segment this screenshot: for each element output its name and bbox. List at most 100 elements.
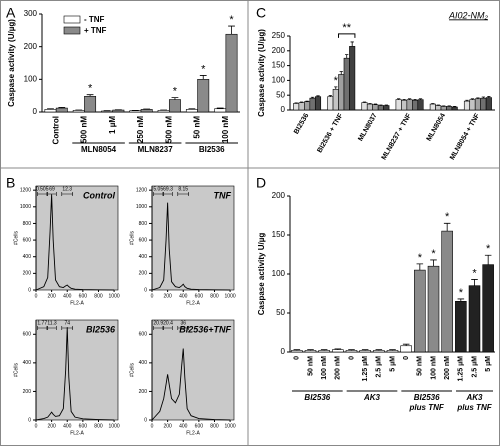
gate bbox=[163, 192, 173, 196]
x-tick-label: 5 µM bbox=[389, 356, 396, 372]
gate-label: 69 bbox=[49, 186, 55, 192]
y-tick-label: 600 bbox=[139, 237, 148, 243]
x-axis-label: FL2-A bbox=[186, 430, 200, 436]
gate bbox=[37, 192, 48, 196]
y-tick-label: 0 bbox=[281, 347, 286, 356]
x-tick-label: 200 nM bbox=[444, 356, 451, 380]
error-bar bbox=[418, 98, 423, 100]
significance-bracket bbox=[338, 33, 356, 38]
y-tick-label: 200 bbox=[139, 271, 148, 277]
bar bbox=[72, 110, 85, 113]
gate-label: 11.3 bbox=[47, 320, 57, 326]
gate bbox=[61, 192, 74, 196]
x-axis-label: FL2-A bbox=[70, 300, 84, 306]
x-tick-label: 800 bbox=[210, 423, 219, 429]
bar bbox=[468, 285, 481, 353]
error-bar bbox=[316, 95, 320, 97]
bar bbox=[314, 96, 322, 111]
error-bar bbox=[457, 298, 465, 302]
y-tick-label: 600 bbox=[23, 332, 32, 338]
error-bar bbox=[361, 349, 369, 351]
error-bar bbox=[416, 263, 424, 271]
x-tick-label: 800 bbox=[210, 293, 219, 299]
error-bar bbox=[375, 349, 383, 351]
group-label: BI2536 bbox=[304, 393, 330, 402]
y-axis-label: #Cells bbox=[13, 363, 19, 377]
error-bar bbox=[471, 279, 478, 286]
bar bbox=[185, 109, 198, 113]
group-label: plus TNF bbox=[409, 403, 445, 412]
error-bar bbox=[389, 349, 396, 351]
y-tick-label: 800 bbox=[139, 221, 148, 227]
bar bbox=[412, 99, 419, 111]
x-tick-label: 100 nM bbox=[221, 116, 230, 143]
panel-letter: C bbox=[256, 5, 266, 21]
error-bar bbox=[334, 348, 342, 350]
bar bbox=[485, 97, 492, 111]
y-tick-label: 300 bbox=[24, 9, 38, 18]
y-tick-label: 1200 bbox=[20, 187, 31, 193]
y-tick-label: 0 bbox=[144, 287, 147, 293]
error-bar bbox=[484, 254, 492, 265]
significance-mark: * bbox=[334, 75, 339, 87]
x-tick-label: 5 µM bbox=[485, 356, 492, 372]
x-tick-label: 1.25 µM bbox=[458, 356, 465, 382]
y-tick-label: 150 bbox=[272, 230, 286, 239]
x-tick-label: 1 µM bbox=[108, 116, 117, 134]
bar bbox=[214, 108, 227, 113]
x-tick-label: 200 bbox=[47, 423, 56, 429]
x-tick-label: 600 bbox=[79, 293, 88, 299]
bar bbox=[309, 97, 316, 111]
x-tick-label: MLN8237 + TNF bbox=[381, 112, 414, 161]
error-bar bbox=[348, 349, 355, 351]
x-tick-label: 2.5 µM bbox=[376, 356, 383, 378]
bar bbox=[401, 99, 408, 111]
significance-mark: * bbox=[229, 14, 234, 26]
y-tick-label: 100 bbox=[24, 74, 38, 83]
error-bar bbox=[339, 71, 343, 75]
bar bbox=[44, 109, 57, 113]
panel-title: BI2536+TNF bbox=[179, 324, 231, 334]
bar bbox=[482, 264, 494, 353]
y-tick-label: 200 bbox=[272, 191, 286, 200]
bar bbox=[383, 105, 390, 111]
gate bbox=[47, 326, 57, 330]
gate bbox=[163, 326, 173, 330]
error-bar bbox=[402, 343, 410, 346]
error-bar bbox=[384, 104, 388, 106]
bar bbox=[429, 103, 436, 111]
x-tick-label: 0 bbox=[35, 293, 38, 299]
x-tick-label: 600 bbox=[79, 423, 88, 429]
significance-mark: ** bbox=[342, 22, 351, 34]
error-bar bbox=[430, 259, 437, 267]
bar bbox=[386, 350, 399, 353]
gate-label: 74 bbox=[64, 320, 70, 326]
bar bbox=[129, 110, 142, 113]
x-tick-label: 400 bbox=[179, 423, 188, 429]
gate bbox=[177, 192, 190, 196]
gate-label: 36 bbox=[180, 320, 186, 326]
error-bar bbox=[350, 41, 354, 47]
gate-label: 5.05 bbox=[153, 186, 163, 192]
error-bar bbox=[379, 104, 383, 106]
error-bar bbox=[328, 95, 332, 97]
x-tick-label: 400 bbox=[179, 293, 188, 299]
y-tick-label: 400 bbox=[23, 254, 32, 260]
bar bbox=[332, 88, 339, 111]
y-tick-label: 1000 bbox=[136, 204, 147, 210]
panel-title: TNF bbox=[214, 190, 232, 200]
bar bbox=[55, 107, 68, 113]
error-bar bbox=[293, 349, 301, 351]
gate bbox=[61, 326, 74, 330]
x-tick-label: 0 bbox=[294, 356, 301, 360]
x-tick-label: MLN8054 + TNF bbox=[449, 112, 482, 161]
bar bbox=[474, 98, 481, 111]
error-bar bbox=[413, 98, 417, 101]
legend-swatch bbox=[63, 26, 81, 35]
legend-swatch bbox=[63, 15, 81, 24]
error-bar bbox=[334, 86, 338, 90]
plot-background bbox=[151, 319, 235, 421]
significance-mark: * bbox=[431, 248, 436, 260]
bar bbox=[101, 110, 114, 113]
bar bbox=[441, 230, 453, 353]
